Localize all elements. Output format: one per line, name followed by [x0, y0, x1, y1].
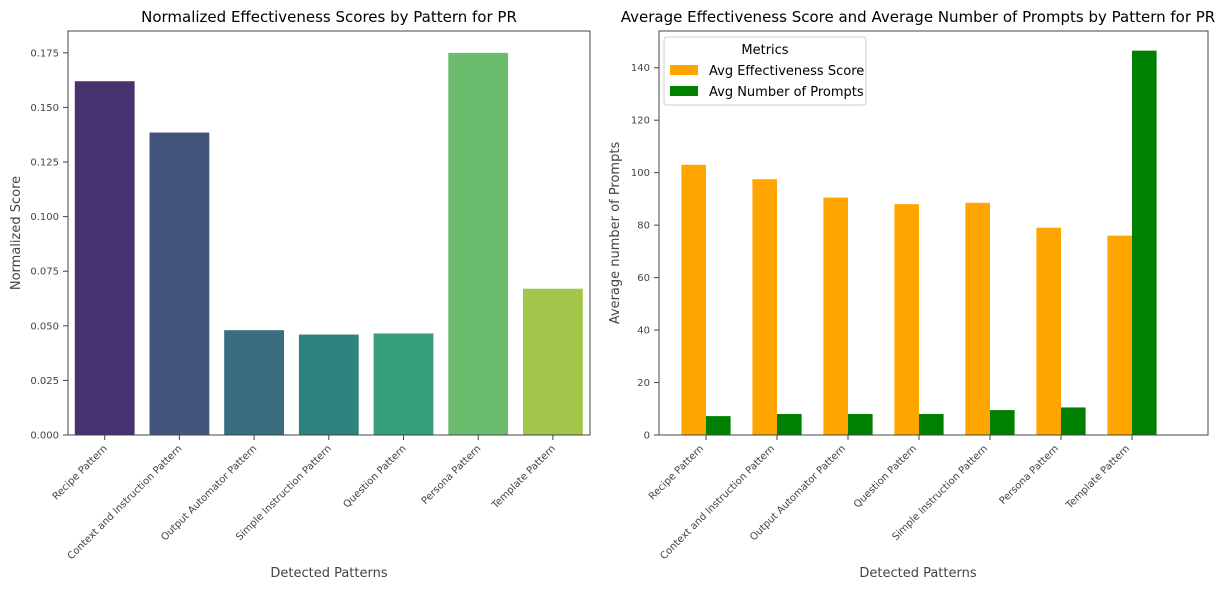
bar-prompts: [1061, 407, 1086, 435]
x-tick-label: Template Pattern: [1064, 443, 1132, 511]
y-tick-label: 100: [631, 168, 650, 179]
left-chart-xlabel: Detected Patterns: [270, 566, 388, 581]
bar-effectiveness: [1036, 227, 1061, 435]
y-tick-label: 0.175: [30, 48, 59, 59]
right-chart-frame: [658, 30, 1209, 436]
bar: [373, 333, 434, 435]
legend-box: [663, 36, 867, 106]
y-tick-label: 0.150: [30, 103, 59, 114]
x-tick-label: Recipe Pattern: [51, 443, 110, 502]
bar-effectiveness: [681, 164, 706, 435]
x-tick-label: Context and Instruction Pattern: [658, 443, 777, 562]
x-tick-label: Persona Pattern: [998, 443, 1062, 507]
left-chart-ylabel: Normalized Score: [9, 176, 24, 290]
y-tick-label: 80: [637, 221, 650, 232]
right-chart-title: Average Effectiveness Score and Average …: [621, 8, 1215, 26]
x-tick-label: Question Pattern: [852, 443, 919, 510]
bar-prompts: [990, 410, 1015, 435]
legend-title: Metrics: [741, 43, 788, 58]
x-tick-label: Recipe Pattern: [647, 443, 706, 502]
x-tick-label: Template Pattern: [490, 443, 558, 511]
y-tick-label: 40: [637, 326, 650, 337]
bar-prompts: [777, 414, 802, 435]
left-chart: Normalized Effectiveness Scores by Patte…: [9, 8, 591, 581]
bar: [74, 81, 135, 436]
y-tick-label: 0.100: [30, 212, 59, 223]
right-chart: Average Effectiveness Score and Average …: [608, 8, 1215, 581]
y-tick-label: 0.075: [30, 267, 59, 278]
bar-prompts: [919, 414, 944, 435]
left-chart-title: Normalized Effectiveness Scores by Patte…: [141, 8, 517, 26]
right-chart-ylabel: Average number of Prompts: [608, 142, 623, 325]
y-tick-label: 0.025: [30, 376, 59, 387]
legend-label-prompts: Avg Number of Prompts: [709, 85, 864, 100]
left-chart-frame: [67, 30, 591, 436]
bar: [224, 330, 284, 435]
y-tick-label: 0: [644, 431, 650, 442]
legend: Metrics Avg Effectiveness Score Avg Numb…: [663, 36, 867, 106]
y-tick-label: 140: [631, 63, 650, 74]
bar-effectiveness: [752, 179, 777, 435]
bar: [298, 334, 359, 435]
bar-effectiveness: [1107, 235, 1132, 435]
y-tick-label: 0.000: [30, 431, 59, 442]
bar-prompts: [1132, 50, 1157, 435]
bar: [448, 52, 509, 436]
bar-prompts: [848, 414, 873, 435]
bar-prompts: [706, 416, 731, 435]
x-tick-label: Question Pattern: [342, 443, 409, 510]
legend-swatch-prompts: [670, 86, 698, 96]
x-tick-label: Persona Pattern: [420, 443, 484, 507]
bar-effectiveness: [823, 197, 848, 435]
legend-label-effectiveness: Avg Effectiveness Score: [709, 64, 864, 79]
legend-swatch-effectiveness: [670, 65, 698, 75]
y-tick-label: 0.050: [30, 321, 59, 332]
y-tick-label: 0.125: [30, 158, 59, 169]
bar-effectiveness: [894, 204, 919, 435]
y-tick-label: 120: [631, 116, 650, 127]
y-tick-label: 60: [637, 273, 650, 284]
y-tick-label: 20: [637, 378, 650, 389]
bar: [523, 288, 583, 435]
bar-effectiveness: [965, 202, 990, 435]
bar: [149, 132, 210, 435]
right-chart-xlabel: Detected Patterns: [859, 566, 977, 581]
